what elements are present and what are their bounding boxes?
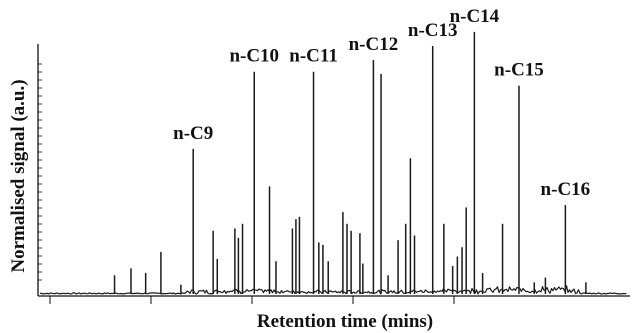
label-n-c16: n-C16 [541, 179, 591, 200]
label-n-c10: n-C10 [229, 46, 279, 67]
baseline-trace [39, 285, 627, 295]
label-n-c14: n-C14 [450, 6, 500, 27]
label-n-c13: n-C13 [408, 20, 458, 41]
label-n-c11: n-C11 [289, 46, 338, 67]
chromatogram-trace [39, 285, 627, 295]
label-n-c9: n-C9 [173, 123, 213, 144]
label-n-c12: n-C12 [349, 34, 399, 55]
axis-ticks [38, 63, 455, 304]
axes [37, 44, 630, 297]
label-n-c15: n-C15 [494, 60, 544, 81]
y-axis-title: Normalised signal (a.u.) [8, 79, 29, 272]
x-axis-title: Retention time (mins) [257, 311, 433, 332]
peaks [113, 31, 587, 294]
